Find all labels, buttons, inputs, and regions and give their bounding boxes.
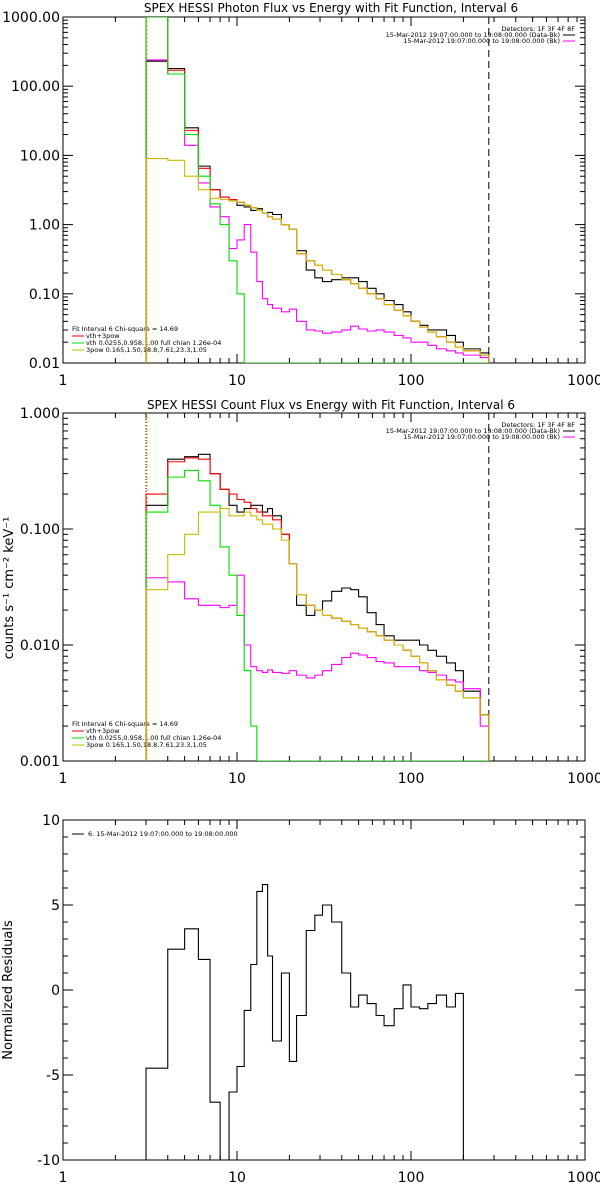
x-tick-label: 100	[398, 373, 425, 389]
photon-flux-chart: SPEX HESSI Photon Flux vs Energy with Fi…	[2, 1, 600, 389]
legend-line: Fit Interval 6 Chi-square = 14.69	[72, 325, 178, 333]
y-tick-label: 0.001	[20, 754, 60, 770]
y-tick-label: 10	[42, 813, 60, 829]
x-tick-label: 1000	[567, 373, 600, 389]
count-flux-chart: SPEX HESSI Count Flux vs Energy with Fit…	[2, 398, 600, 787]
x-tick-label: 100	[398, 1170, 425, 1186]
legend-line: 15-Mar-2012 19:07:00.000 to 19:08:00.000…	[403, 433, 560, 441]
y-tick-label: 0.010	[20, 638, 60, 654]
legend-line: vth+3pow	[86, 332, 120, 340]
y-tick-label: -10	[37, 1153, 60, 1169]
residuals-chart: Normalized Residuals 6. 15-Mar-2012 19:0…	[1, 813, 600, 1186]
series-line	[145, 508, 490, 761]
legend-line: vth+3pow	[86, 727, 120, 735]
x-tick-label: 1000	[567, 1170, 600, 1186]
y-tick-label: -5	[46, 1068, 60, 1084]
x-tick-label: 10	[228, 1170, 246, 1186]
y-tick-label: 5	[51, 898, 60, 914]
y-tick-label: 100.00	[11, 79, 60, 95]
series-line	[145, 17, 490, 363]
x-tick-label: 100	[398, 771, 425, 787]
legend-line: Detectors: 1F 3F 4F 8F	[501, 421, 575, 429]
series-group	[145, 17, 490, 363]
legend-line: 15-Mar-2012 19:07:00.000 to 19:08:00.000…	[386, 31, 560, 39]
y-axis-label: counts s⁻¹ cm⁻² keV⁻¹	[2, 517, 17, 660]
series-line	[145, 17, 489, 363]
y-axis-label: Normalized Residuals	[1, 920, 16, 1060]
series-line	[145, 158, 490, 363]
chart-title: SPEX HESSI Photon Flux vs Energy with Fi…	[144, 1, 518, 15]
x-tick-label: 10	[228, 771, 246, 787]
chart-title: SPEX HESSI Count Flux vs Energy with Fit…	[147, 398, 515, 412]
legend-line: vth 0.0255,0.958,1.00 full chian 1.26e-0…	[86, 734, 221, 742]
y-tick-label: 0.100	[20, 522, 60, 538]
series-line	[145, 574, 490, 761]
legend-line: Fit Interval 6 Chi-square = 14.69	[72, 720, 178, 728]
y-tick-label: 0	[51, 983, 60, 999]
y-tick-label: 0.01	[29, 356, 60, 372]
series-group	[145, 453, 490, 761]
plot-frame	[62, 819, 586, 1161]
series-line	[145, 60, 490, 363]
plot-frame	[62, 412, 586, 762]
plot-frame	[62, 16, 586, 364]
y-tick-label: 0.10	[29, 287, 60, 303]
y-tick-label: 1000.00	[2, 10, 60, 26]
x-tick-label: 1	[59, 373, 68, 389]
series-line	[145, 469, 489, 761]
series-line	[145, 884, 464, 1160]
legend-line: 15-Mar-2012 19:07:00.000 to 19:08:00.000…	[386, 427, 560, 435]
y-tick-label: 1.00	[29, 218, 60, 234]
y-tick-label: 10.00	[20, 148, 60, 164]
y-tick-label: 1.000	[20, 406, 60, 422]
legend-line: vth 0.0255,0.958,1.00 full chian 1.26e-0…	[86, 339, 221, 347]
series-line	[145, 59, 490, 363]
x-tick-label: 1	[59, 1170, 68, 1186]
x-tick-label: 1	[59, 771, 68, 787]
series-line	[145, 457, 490, 761]
legend-line: 6. 15-Mar-2012 19:07:00.000 to 19:08:00.…	[88, 830, 238, 838]
legend-line: 15-Mar-2012 19:07:00.000 to 19:08:00.000…	[403, 37, 560, 45]
series-line	[145, 453, 490, 761]
x-tick-label: 1000	[567, 771, 600, 787]
series-group	[145, 884, 464, 1160]
x-tick-label: 10	[228, 373, 246, 389]
legend-line: Detectors: 1F 3F 4F 8F	[501, 25, 575, 33]
